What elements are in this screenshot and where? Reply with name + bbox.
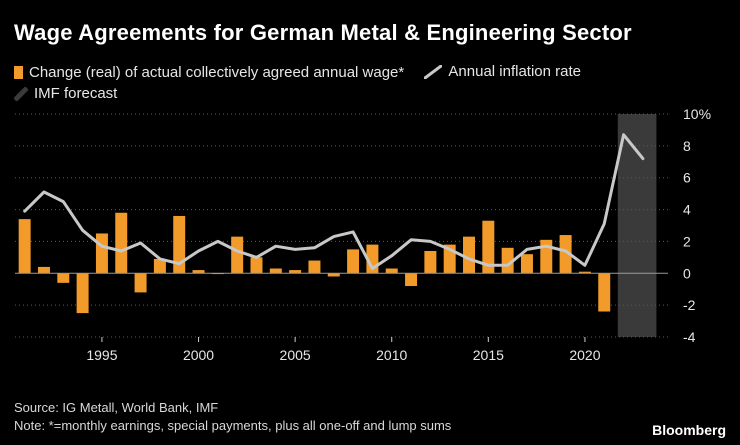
x-tick-label: 2015 — [473, 347, 504, 360]
wage-bar — [598, 273, 611, 312]
legend-item-wage: Change (real) of actual collectively agr… — [14, 64, 404, 81]
wage-bar — [482, 220, 495, 274]
x-tick-label: 2020 — [569, 347, 600, 360]
y-tick-label: 8 — [683, 138, 691, 154]
wage-bar — [115, 212, 128, 274]
bloomberg-logo: Bloomberg — [652, 422, 726, 438]
legend-item-forecast: IMF forecast — [14, 85, 117, 102]
forecast-region — [617, 114, 657, 337]
legend-label-inflation: Annual inflation rate — [448, 63, 581, 80]
legend-label-wage: Change (real) of actual collectively agr… — [29, 63, 405, 81]
wage-bar — [366, 244, 379, 274]
legend: Change (real) of actual collectively agr… — [14, 63, 597, 83]
wage-bar — [540, 239, 553, 274]
wage-bar — [173, 215, 186, 274]
wage-bar — [95, 233, 108, 274]
wage-bar — [520, 254, 533, 274]
wage-bar — [57, 273, 70, 283]
wage-bar — [192, 270, 205, 274]
chart-plot: -4 -2 0 2 4 6 8 10% 1995 2000 2005 2010 2015 2020 — [15, 106, 711, 360]
wage-bar — [424, 250, 437, 274]
wage-bar — [501, 247, 514, 274]
wage-bar — [347, 249, 360, 274]
wage-bar — [443, 244, 456, 274]
wage-bar — [289, 270, 302, 274]
wage-bar — [76, 273, 89, 314]
legend-label-forecast: IMF forecast — [34, 85, 118, 102]
x-tick-label: 1995 — [86, 347, 117, 360]
wage-bar — [463, 236, 475, 274]
wage-bar — [559, 235, 572, 274]
legend-item-inflation: Annual inflation rate — [424, 63, 581, 80]
wage-bar — [308, 260, 321, 274]
chart-title: Wage Agreements for German Metal & Engin… — [14, 20, 632, 45]
wage-bar — [231, 236, 244, 274]
wage-bar — [385, 268, 398, 274]
x-tick-label: 2010 — [376, 347, 407, 360]
x-tick-label: 2000 — [183, 347, 214, 360]
y-tick-label: 4 — [683, 202, 691, 218]
y-tick-label: 0 — [683, 265, 691, 281]
note-text: Note: *=monthly earnings, special paymen… — [14, 418, 452, 433]
inflation-line — [23, 133, 645, 270]
wage-bar — [578, 271, 591, 274]
y-tick-label: -2 — [683, 297, 696, 313]
legend-swatch-line — [424, 64, 443, 79]
legend-swatch-forecast — [14, 86, 28, 101]
wage-bar — [269, 268, 282, 274]
y-tick-label: 10% — [683, 106, 711, 122]
wage-bar — [134, 273, 147, 293]
wage-bar — [37, 266, 50, 274]
legend-row-2: IMF forecast — [14, 85, 133, 105]
legend-swatch-bar — [14, 65, 23, 79]
y-tick-label: -4 — [683, 329, 696, 345]
source-text: Source: IG Metall, World Bank, IMF — [14, 400, 219, 415]
y-tick-label: 2 — [683, 233, 691, 249]
x-tick-label: 2005 — [280, 347, 311, 360]
y-tick-label: 6 — [683, 170, 691, 186]
wage-bar — [18, 219, 31, 274]
wage-bar — [327, 273, 340, 277]
wage-bar — [250, 257, 263, 274]
wage-bar — [405, 273, 418, 287]
wage-bar — [153, 258, 166, 274]
